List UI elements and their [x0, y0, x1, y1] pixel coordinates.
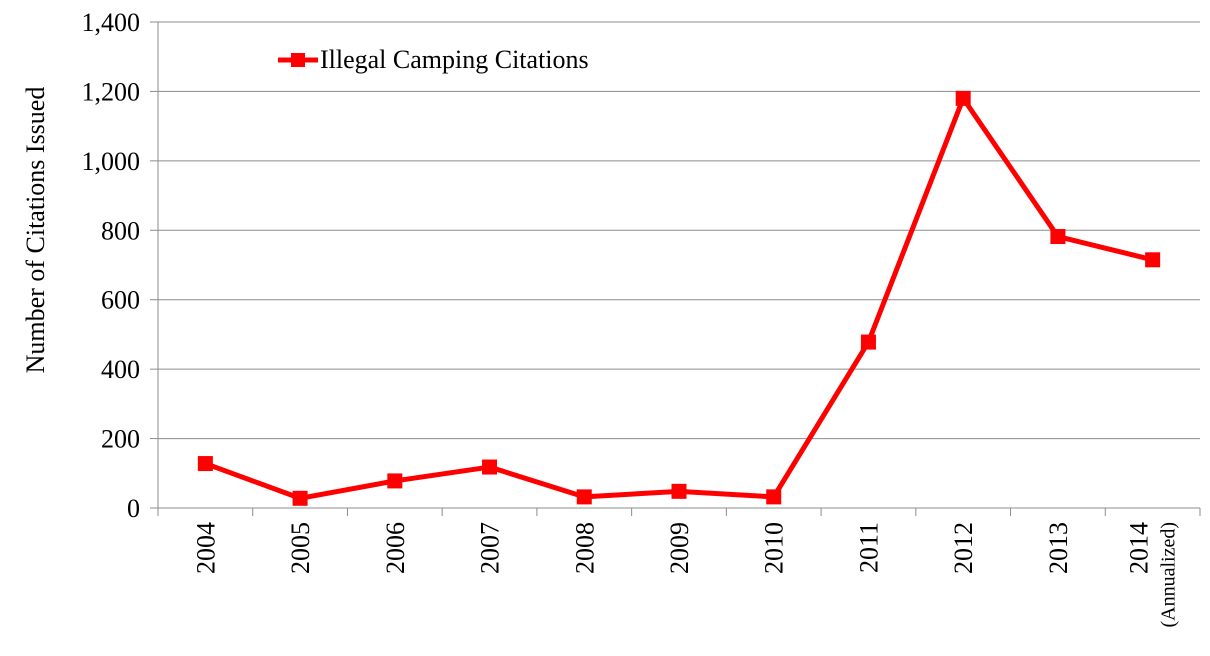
- y-tick-label: 1,400: [82, 8, 141, 37]
- y-tick-label: 0: [127, 494, 140, 523]
- gridlines: [158, 21, 1200, 440]
- x-tick-sublabel: (Annualized): [1158, 522, 1180, 628]
- legend-label: Illegal Camping Citations: [320, 45, 589, 74]
- data-point-marker: [482, 459, 498, 475]
- data-point-marker: [1050, 229, 1066, 245]
- x-tick-label: 2004: [191, 522, 220, 574]
- y-tick-label: 200: [101, 425, 140, 454]
- data-point-marker: [292, 490, 308, 506]
- series-group: [197, 90, 1161, 506]
- y-tick-label: 800: [101, 216, 140, 245]
- data-point-marker: [197, 456, 213, 472]
- x-tick-label: 2009: [665, 522, 694, 574]
- y-axis-label: Number of Citations Issued: [21, 87, 50, 374]
- x-tick-label: 2012: [949, 522, 978, 574]
- y-tick-label: 600: [101, 286, 140, 315]
- y-axis: 0 200 400 600 800 1,000 1,200 1,400: [82, 8, 159, 523]
- x-tick-label: 2005: [286, 522, 315, 574]
- data-point-marker: [576, 489, 592, 505]
- data-point-marker: [671, 483, 687, 499]
- x-tick-label: 2013: [1044, 522, 1073, 574]
- x-tick-label: 2011: [854, 522, 883, 573]
- y-tick-label: 400: [101, 355, 140, 384]
- data-point-marker: [387, 473, 403, 489]
- y-tick-label: 1,200: [82, 77, 141, 106]
- x-tick-label: 2007: [476, 522, 505, 574]
- data-point-marker: [1145, 252, 1161, 268]
- y-tick-label: 1,000: [82, 147, 141, 176]
- data-point-marker: [955, 90, 971, 106]
- x-tick-label: 2006: [381, 522, 410, 574]
- x-tick-label: 2008: [570, 522, 599, 574]
- x-tick-label: 2014: [1125, 522, 1154, 574]
- x-axis: 2004 2005 2006 2007 2008 2009 2010 2011 2012 2013…: [157, 507, 1201, 628]
- data-point-marker: [766, 489, 782, 505]
- legend-marker-swatch: [291, 53, 305, 67]
- data-point-marker: [860, 334, 876, 350]
- x-tick-label: 2010: [760, 522, 789, 574]
- legend: Illegal Camping Citations: [278, 45, 589, 74]
